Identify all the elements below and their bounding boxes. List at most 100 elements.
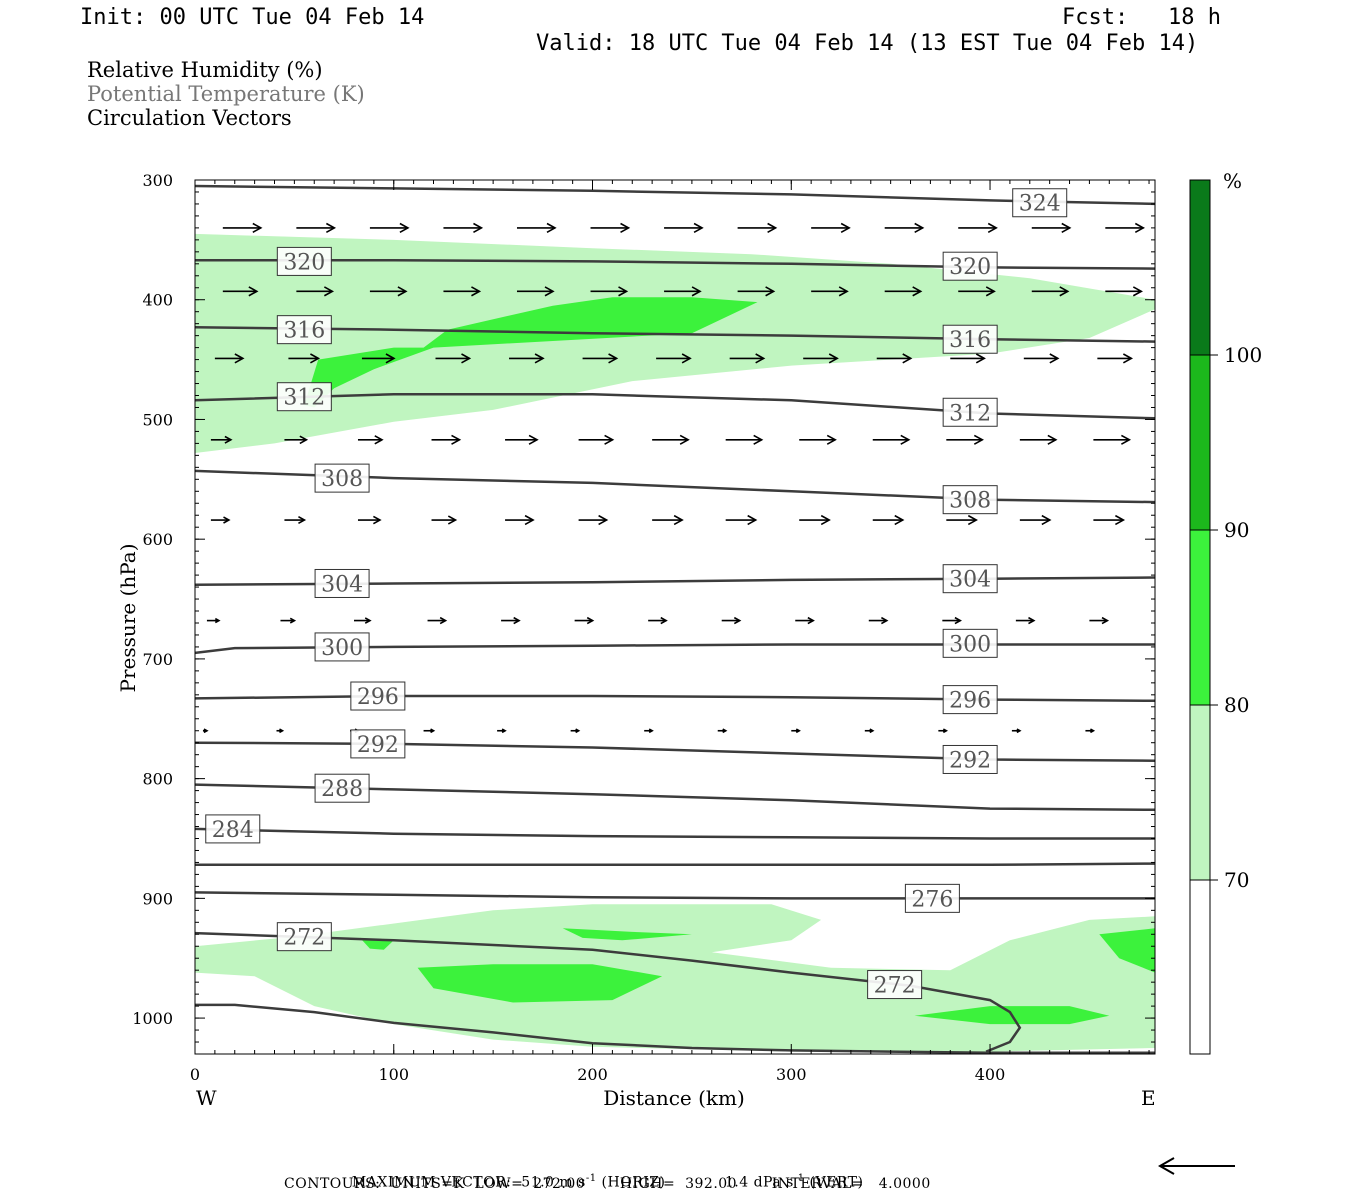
rh-region-70-2 — [195, 904, 1155, 1052]
max-vert-value: 1.4 dPa s — [724, 1174, 794, 1191]
vector-arrow — [516, 222, 557, 233]
vector-arrow — [1085, 728, 1096, 734]
isentrope-280 — [195, 862, 1155, 867]
vector-arrow — [357, 435, 384, 445]
isentrope-324 — [195, 184, 1155, 206]
max-vector-label: MAXIMUM VECTOR: — [351, 1174, 512, 1191]
isentrope-label-272: 272 — [867, 970, 923, 1000]
vector-arrow — [958, 222, 998, 233]
colorbar-band-0 — [1189, 879, 1211, 1055]
vector-arrow — [799, 434, 837, 445]
isentrope-320 — [195, 258, 1155, 270]
x-axis-title: Distance (km) — [603, 1086, 745, 1110]
plot-frame — [194, 179, 1156, 1055]
isentrope-label-text: 288 — [321, 777, 363, 802]
colorbar-label: 100 — [1224, 343, 1262, 367]
vector-arrow — [664, 222, 704, 233]
vector-arrow — [864, 728, 875, 734]
isentrope-296 — [195, 694, 1155, 703]
vector-arrow — [1093, 514, 1126, 526]
legend-relative-humidity: Relative Humidity (%) — [87, 58, 323, 82]
colorbar-band-100 — [1189, 179, 1211, 356]
max-horiz-unit: (HORIZ) — [601, 1174, 666, 1191]
vector-arrow — [872, 434, 911, 445]
isentrope-label-text: 284 — [212, 818, 254, 843]
isentrope-label-304: 304 — [942, 564, 998, 594]
vector-arrow — [214, 353, 245, 364]
vector-arrow — [516, 286, 555, 297]
isentrope-label-text: 304 — [321, 572, 363, 597]
colorbar-label: 80 — [1224, 693, 1249, 717]
vector-arrow — [578, 434, 615, 445]
isentrope-label-text: 300 — [321, 636, 363, 661]
vector-arrow — [206, 617, 221, 624]
isentrope-label-text: 308 — [949, 489, 991, 514]
colorbar-band-80 — [1189, 529, 1211, 706]
vector-arrow — [288, 353, 321, 364]
isentrope-label-layer: 324 320 320 316 316 312 312 308 308 304 304 300 300 2… — [205, 188, 1068, 1000]
forecast-hour: 18 h — [1168, 5, 1221, 30]
isentrope-label-text: 320 — [949, 255, 991, 280]
vector-arrow — [648, 616, 668, 625]
colorbar-label: 90 — [1224, 518, 1249, 542]
y-tick-label: 800 — [142, 770, 173, 789]
vector-arrow — [721, 616, 742, 625]
isentrope-label-272: 272 — [276, 922, 332, 952]
isentrope-label-308: 308 — [942, 485, 998, 515]
vector-arrow — [284, 516, 307, 525]
vector-arrow — [1097, 353, 1134, 364]
vector-arrow — [664, 286, 702, 297]
vector-arrow — [361, 353, 396, 364]
vector-arrow — [795, 616, 815, 625]
vector-arrow — [811, 222, 851, 233]
vector-arrow — [737, 286, 776, 297]
x-tick-label: 300 — [776, 1065, 807, 1084]
vector-arrow — [210, 435, 233, 444]
axes-layer: 0 100 200 300 400 300 400 500 600 700 800 900 1000 — [132, 171, 1155, 1084]
vector-arrow — [501, 616, 521, 625]
colorbar-band-90 — [1189, 354, 1211, 531]
max-vert-unit: (VERT) — [809, 1174, 864, 1191]
vector-arrow — [369, 286, 408, 297]
vector-arrow — [942, 616, 962, 625]
vector-arrow — [296, 222, 337, 233]
rh-region-80-3 — [417, 964, 663, 1003]
vector-arrow — [652, 434, 690, 445]
isentrope-label-276: 276 — [904, 883, 960, 913]
vector-arrow — [443, 222, 484, 233]
isentrope-label-320: 320 — [276, 246, 332, 276]
contours-info: CONTOURS: UNITS=K LOW= 272.00 HIGH= 392.… — [284, 1176, 931, 1192]
isentrope-label-text: 276 — [911, 887, 953, 912]
vector-arrow — [729, 353, 766, 364]
isentrope-label-316: 316 — [942, 324, 998, 354]
y-tick-label: 500 — [142, 410, 173, 429]
vector-arrow — [357, 515, 382, 525]
vector-arrow — [868, 616, 889, 625]
vector-arrow — [652, 514, 684, 526]
y-tick-label: 900 — [142, 889, 173, 908]
y-tick-label: 1000 — [132, 1009, 173, 1028]
legend-potential-temperature: Potential Temperature (K) — [87, 82, 365, 106]
isentrope-316 — [195, 326, 1155, 343]
vector-arrow — [210, 516, 231, 524]
x-tick-label: 400 — [975, 1065, 1006, 1084]
isentrope-284 — [195, 827, 1155, 840]
isentrope-label-288: 288 — [314, 773, 370, 803]
vector-arrow — [435, 353, 472, 364]
vector-arrow — [222, 222, 263, 233]
vector-arrow — [1105, 222, 1145, 233]
vector-arrow — [725, 514, 758, 526]
max-vert-exponent: -1 — [793, 1173, 805, 1184]
isentrope-312 — [195, 393, 1155, 420]
vector-arrow — [799, 514, 831, 526]
isentrope-label-text: 272 — [874, 974, 916, 999]
vector-arrow — [276, 728, 285, 734]
isentrope-label-text: 272 — [283, 926, 325, 951]
isentrope-label-296: 296 — [942, 685, 998, 715]
legend-circulation-vectors: Circulation Vectors — [87, 106, 292, 130]
vector-arrow — [717, 728, 728, 734]
valid-time: Valid: 18 UTC Tue 04 Feb 14 (13 EST Tue … — [536, 31, 1199, 56]
y-tick-label: 700 — [142, 650, 173, 669]
vector-arrow — [369, 222, 410, 233]
vector-arrow — [725, 434, 764, 445]
